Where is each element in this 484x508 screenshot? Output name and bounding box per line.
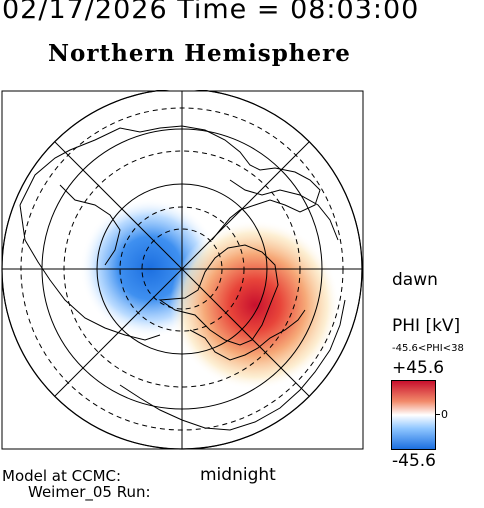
map-rim	[1, 90, 363, 450]
colorbar-zero: 0	[441, 408, 448, 421]
north-america-coastline	[119, 299, 346, 431]
scandinavia-coastline	[59, 184, 121, 266]
colorbar-range: -45.6<PHI<38	[392, 343, 464, 354]
arctic-islands	[189, 309, 306, 361]
siberia-coastline	[229, 179, 339, 241]
datetime-header: 02/17/2026 Time = 08:03:00	[2, 0, 420, 25]
greenland-coastline	[158, 244, 279, 346]
europe-coastline	[19, 204, 161, 341]
positive-potential-cell	[155, 210, 345, 400]
colorbar-zero-tick	[435, 414, 440, 415]
potential-pattern	[68, 170, 345, 400]
dawn-label: dawn	[392, 270, 438, 290]
colorbar	[391, 380, 436, 450]
midnight-label: midnight	[200, 465, 276, 485]
polar-map	[1, 90, 364, 450]
colorbar-min: -45.6	[392, 451, 436, 471]
run-label: Weimer_05 Run:	[28, 483, 151, 501]
longitude-line	[54, 141, 310, 397]
colorbar-max: +45.6	[392, 358, 445, 378]
longitude-lines	[2, 91, 362, 449]
page-title: Northern Hemisphere	[48, 40, 351, 67]
eurasia-coastline	[19, 125, 321, 241]
colorbar-title: PHI [kV]	[392, 316, 461, 336]
model-label: Model at CCMC:	[2, 467, 122, 485]
